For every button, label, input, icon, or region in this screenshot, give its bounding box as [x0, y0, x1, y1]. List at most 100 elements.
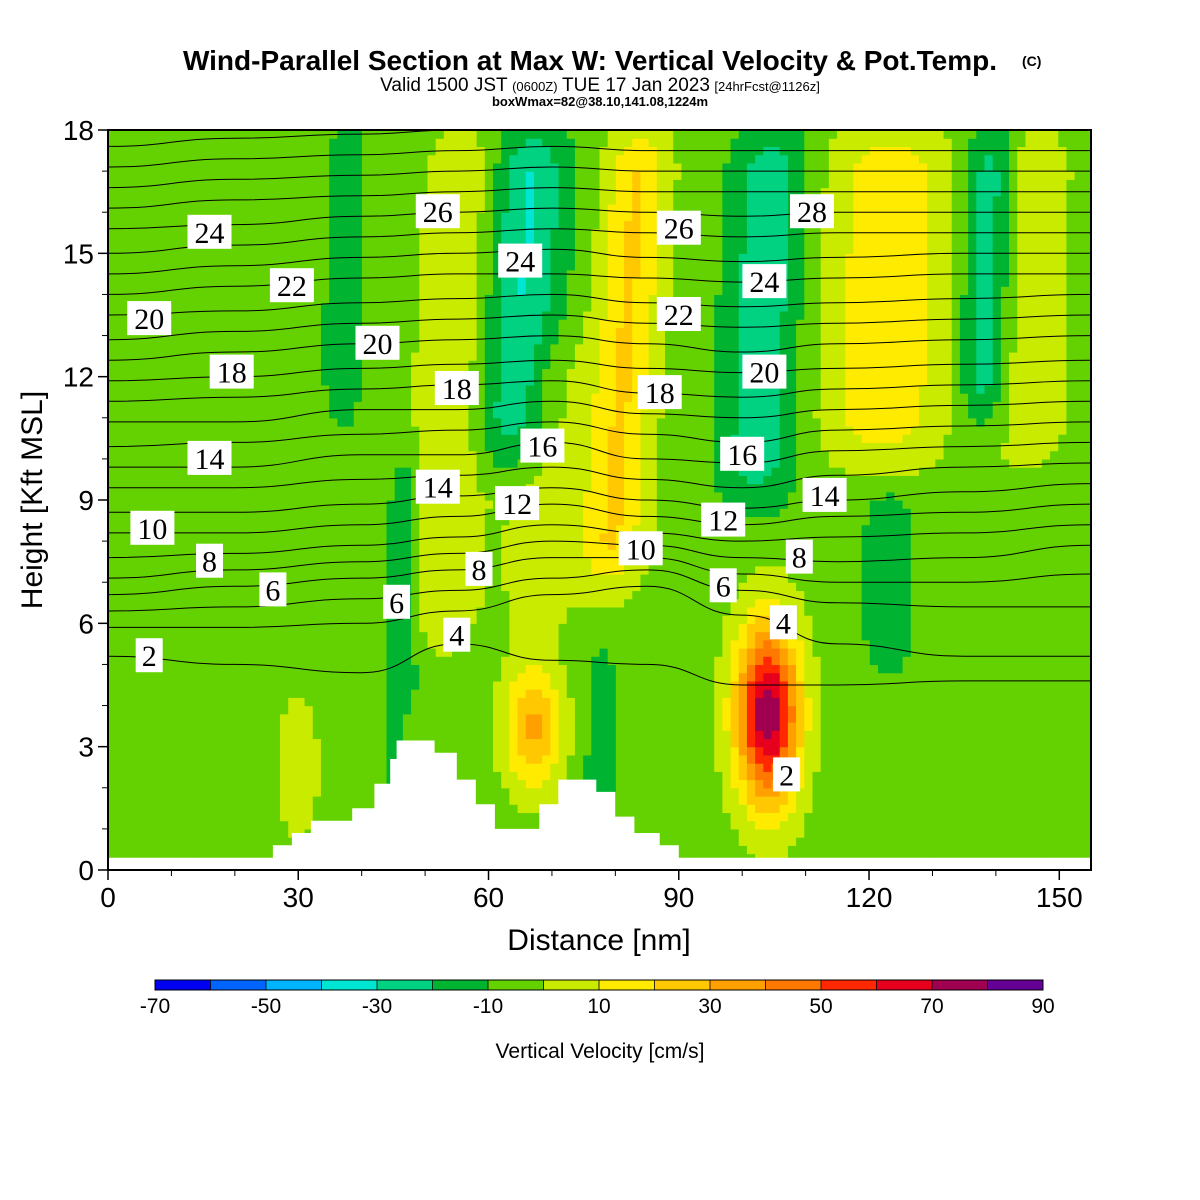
field-cell	[353, 779, 363, 789]
field-cell	[181, 763, 191, 772]
field-cell	[222, 713, 232, 723]
field-cell	[304, 162, 314, 172]
field-cell	[386, 713, 396, 723]
field-cell	[517, 220, 527, 230]
field-cell	[214, 409, 224, 419]
field-cell	[460, 310, 470, 320]
field-cell	[353, 269, 363, 279]
field-cell	[476, 598, 486, 608]
field-cell	[239, 384, 248, 394]
field-cell	[378, 557, 388, 567]
field-cell	[173, 722, 183, 731]
field-cell	[132, 376, 142, 386]
field-cell	[296, 631, 306, 641]
field-cell	[411, 590, 420, 600]
field-cell	[304, 327, 314, 337]
field-cell	[402, 195, 412, 205]
field-cell	[427, 500, 437, 509]
field-cell	[517, 672, 527, 682]
field-cell	[230, 738, 240, 748]
field-cell	[214, 689, 224, 698]
field-cell	[468, 713, 478, 723]
field-cell	[116, 343, 125, 353]
field-cell	[288, 565, 298, 575]
field-cell	[533, 220, 543, 230]
field-cell	[476, 360, 486, 370]
field-cell	[525, 557, 535, 567]
field-cell	[206, 713, 216, 723]
field-cell	[542, 722, 551, 731]
field-cell	[353, 763, 363, 772]
field-cell	[247, 204, 257, 213]
field-cell	[452, 138, 461, 148]
field-cell	[132, 557, 142, 567]
field-cell	[230, 845, 240, 855]
field-cell	[419, 138, 429, 148]
field-cell	[378, 286, 388, 296]
field-cell	[148, 500, 158, 509]
field-cell	[558, 689, 568, 698]
field-cell	[132, 286, 142, 296]
field-cell	[435, 417, 445, 427]
field-cell	[435, 541, 445, 550]
field-cell	[239, 713, 248, 723]
field-cell	[337, 179, 347, 189]
field-cell	[296, 310, 306, 320]
field-cell	[198, 343, 207, 353]
field-cell	[542, 779, 551, 789]
field-cell	[198, 269, 207, 279]
field-cell	[140, 450, 150, 460]
field-cell	[329, 754, 338, 764]
field-cell	[443, 417, 453, 427]
field-cell	[370, 286, 379, 296]
field-cell	[320, 376, 330, 386]
field-cell	[132, 393, 142, 402]
field-cell	[296, 228, 306, 238]
field-cell	[443, 590, 453, 600]
field-cell	[386, 656, 396, 666]
field-cell	[140, 796, 150, 805]
field-cell	[214, 672, 224, 682]
field-cell	[419, 689, 429, 698]
field-cell	[370, 763, 379, 772]
field-cell	[222, 179, 232, 189]
field-cell	[509, 549, 519, 559]
field-cell	[271, 483, 281, 493]
field-cell	[370, 738, 379, 748]
field-cell	[214, 664, 224, 674]
field-cell	[181, 689, 191, 698]
field-cell	[542, 631, 551, 641]
field-cell	[181, 549, 191, 559]
field-cell	[263, 401, 273, 411]
field-cell	[288, 360, 298, 370]
field-cell	[214, 384, 224, 394]
field-cell	[181, 828, 191, 838]
field-cell	[501, 220, 510, 230]
field-cell	[230, 615, 240, 624]
field-cell	[312, 360, 322, 370]
field-cell	[230, 138, 240, 148]
field-cell	[525, 639, 535, 649]
field-cell	[239, 837, 248, 846]
field-cell	[108, 401, 117, 411]
field-cell	[116, 171, 125, 180]
field-cell	[353, 697, 363, 707]
field-cell	[157, 697, 166, 707]
field-cell	[386, 294, 396, 304]
field-cell	[124, 664, 134, 674]
field-cell	[116, 524, 125, 534]
field-cell	[280, 804, 289, 814]
field-cell	[132, 631, 142, 641]
field-cell	[558, 574, 568, 583]
field-cell	[386, 220, 396, 230]
field-cell	[132, 598, 142, 608]
field-cell	[550, 475, 560, 485]
field-cell	[435, 623, 445, 633]
field-cell	[345, 746, 355, 756]
field-cell	[247, 837, 257, 846]
field-cell	[263, 286, 273, 296]
field-cell	[148, 286, 158, 296]
field-cell	[230, 475, 240, 485]
field-cell	[165, 162, 175, 172]
field-cell	[173, 763, 183, 772]
